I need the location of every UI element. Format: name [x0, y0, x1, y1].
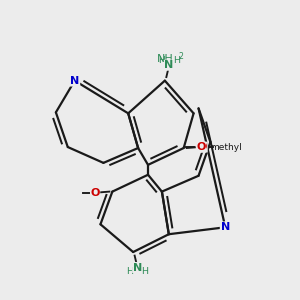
Text: N: N: [164, 60, 174, 70]
Text: 2: 2: [178, 52, 183, 61]
Text: N: N: [70, 76, 79, 85]
Text: H: H: [142, 268, 148, 277]
Text: N: N: [221, 222, 230, 232]
Text: O: O: [196, 142, 206, 152]
Text: O: O: [198, 142, 207, 152]
Text: NH: NH: [157, 54, 173, 64]
Text: H: H: [173, 56, 180, 65]
Text: H: H: [158, 56, 165, 65]
Text: N: N: [133, 262, 142, 272]
Text: methyl: methyl: [210, 142, 242, 152]
Text: H: H: [126, 268, 133, 277]
Text: O: O: [90, 188, 100, 197]
